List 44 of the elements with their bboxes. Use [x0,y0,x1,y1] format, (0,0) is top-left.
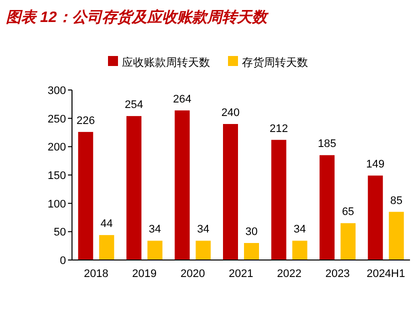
bar [147,240,162,260]
data-label: 185 [318,138,336,150]
bar [99,235,114,260]
chart-title: 图表 12：公司存货及应收账款周转天数 [6,8,269,26]
y-tick-label: 200 [48,142,66,154]
x-tick-label: 2021 [228,268,254,280]
bar [126,116,142,260]
data-label: 34 [294,224,306,236]
bar [320,155,335,260]
data-label: 34 [148,224,162,236]
legend-label: 存货周转天数 [242,57,308,69]
bar [340,223,356,260]
bar [271,140,286,260]
data-label: 240 [221,107,240,119]
bar [78,132,94,260]
x-tick-label: 2024H1 [366,268,406,280]
data-label: 226 [76,114,95,127]
y-tick-label: 50 [54,226,66,239]
bar [196,240,211,260]
y-tick-label: 0 [60,255,66,267]
bar [388,212,404,260]
data-label: 65 [342,206,354,218]
y-tick-label: 150 [48,170,66,182]
x-tick-label: 2022 [277,268,302,280]
data-label: 212 [270,122,288,135]
x-tick-label: 2020 [180,268,205,280]
y-tick-label: 100 [48,198,66,210]
bar [244,243,259,260]
data-label: 34 [197,224,210,236]
y-tick-label: 300 [48,85,66,97]
bar [223,124,238,260]
bar [368,176,383,260]
data-label: 254 [124,99,144,112]
x-tick-label: 2019 [132,268,157,280]
x-tick-label: 2023 [325,268,350,280]
data-label: 264 [173,93,192,106]
y-tick-label: 250 [48,113,66,126]
bar [174,110,190,260]
data-label: 85 [390,194,402,207]
data-label: 44 [100,218,113,230]
data-label: 149 [366,158,385,171]
data-label: 30 [245,226,258,238]
bar [292,240,308,260]
x-tick-label: 2018 [84,268,108,280]
